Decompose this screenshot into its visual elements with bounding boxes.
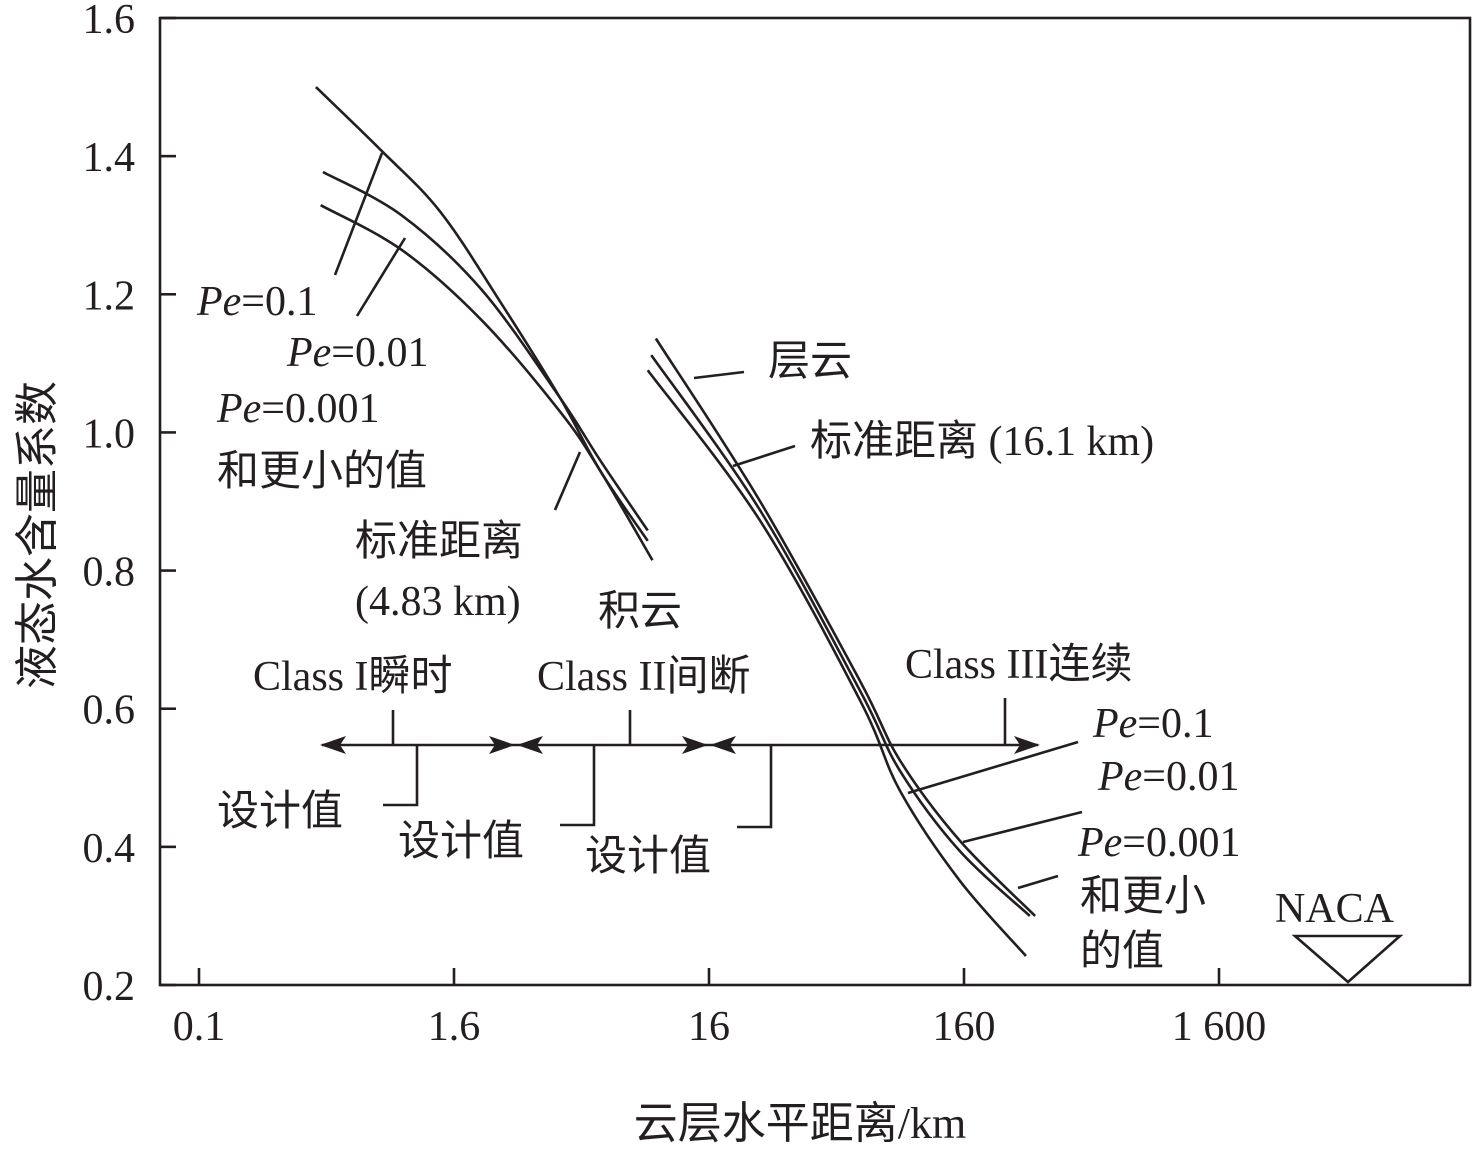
y-tick-label: 0.4 <box>83 826 136 872</box>
arrowhead-right-icon <box>1014 736 1040 754</box>
label-pe-0.1-right: Pe=0.1 <box>1092 701 1213 747</box>
plot-frame <box>158 16 1472 987</box>
label-stratus: 层云 <box>768 339 852 385</box>
label-class-2: Class II间断 <box>537 654 751 700</box>
label-pe-0.01-left: Pe=0.01 <box>286 330 428 376</box>
series-line-1 <box>322 170 649 532</box>
leader-line <box>355 237 407 317</box>
y-tick-label: 1.2 <box>83 273 136 319</box>
label-and-smaller-right-2: 的值 <box>1080 929 1164 975</box>
leader-line <box>962 810 1083 844</box>
class-ranges: Class I瞬时 Class II间断 Class III连续 设计值 设计值… <box>217 642 1132 880</box>
label-pe-0.001-left: Pe=0.001 <box>216 386 379 432</box>
y-tick-label: 1.6 <box>83 0 136 43</box>
arrowhead-left-icon <box>320 736 346 754</box>
design-bracket <box>737 745 773 829</box>
y-tick-label: 0.6 <box>83 688 136 734</box>
arrowhead-right-icon <box>489 736 515 754</box>
x-tick-label: 16 <box>688 1004 730 1050</box>
x-axis-title: 云层水平距离/km <box>634 1099 966 1148</box>
series-line-4 <box>650 354 1031 917</box>
design-bracket <box>383 745 419 807</box>
left-annotations: Pe=0.1 Pe=0.01 Pe=0.001 和更小的值 标准距离 (4.83… <box>196 152 682 635</box>
label-standard-distance-right: 标准距离 (16.1 km) <box>810 418 1154 465</box>
right-annotations: 层云 标准距离 (16.1 km) Pe=0.1 Pe=0.01 Pe=0.00… <box>693 339 1404 984</box>
x-axis-ticks: 0.1 1.6 16 160 1 600 <box>173 968 1267 1050</box>
series-line-5 <box>646 369 1027 957</box>
leader-line <box>732 444 796 468</box>
x-tick-label: 0.1 <box>173 1004 226 1050</box>
leader-line <box>333 152 384 276</box>
arrowhead-left-icon <box>517 736 543 754</box>
naca-triangle-icon <box>1291 934 1404 984</box>
y-tick-label: 0.8 <box>83 550 136 596</box>
label-pe-0.1-left: Pe=0.1 <box>196 279 317 325</box>
label-standard-distance-left-value: (4.83 km) <box>355 579 521 625</box>
y-axis-ticks: 0.2 0.4 0.6 0.8 1.0 1.2 1.4 1.6 <box>83 0 176 1010</box>
series-line-2 <box>320 204 654 561</box>
leader-line <box>553 451 582 511</box>
y-tick-label: 1.0 <box>83 411 136 457</box>
y-tick-label: 1.4 <box>83 135 136 181</box>
x-tick-label: 160 <box>933 1004 996 1050</box>
label-pe-0.01-right: Pe=0.01 <box>1097 754 1239 800</box>
leader-line <box>1017 874 1059 890</box>
x-tick-label: 1 600 <box>1172 1004 1267 1050</box>
label-standard-distance-left: 标准距离 <box>355 518 523 565</box>
label-design-value-2: 设计值 <box>398 819 524 865</box>
design-bracket <box>560 745 596 827</box>
curves <box>315 86 1036 957</box>
label-class-3: Class III连续 <box>905 642 1132 688</box>
label-class-1: Class I瞬时 <box>253 654 453 700</box>
arrowhead-left-icon <box>710 736 736 754</box>
arrowhead-right-icon <box>682 736 708 754</box>
label-pe-0.001-right: Pe=0.001 <box>1077 820 1240 866</box>
x-tick-label: 1.6 <box>428 1004 481 1050</box>
label-design-value-1: 设计值 <box>217 789 343 835</box>
series-line-3 <box>654 337 1036 917</box>
label-and-smaller-right-1: 和更小 <box>1080 874 1206 920</box>
label-cumulus: 积云 <box>598 589 682 635</box>
y-axis-title: 液态水含量系数 <box>13 381 62 689</box>
label-and-smaller-left: 和更小的值 <box>217 449 427 495</box>
label-design-value-3: 设计值 <box>585 834 711 880</box>
y-tick-label: 0.2 <box>83 964 136 1010</box>
leader-line <box>907 740 1079 795</box>
leader-line <box>693 370 745 380</box>
label-naca: NACA <box>1275 886 1395 932</box>
